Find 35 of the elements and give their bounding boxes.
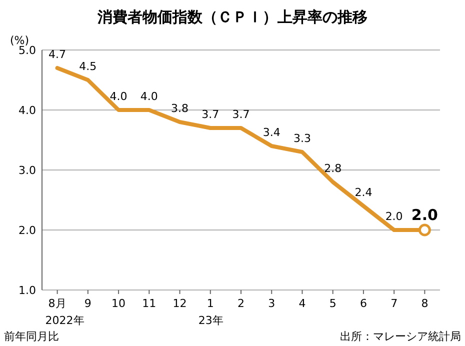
y-axis-title: (%): [10, 34, 30, 47]
data-label: 2.8: [324, 162, 342, 175]
x-tick-label: 10: [112, 297, 126, 310]
x-tick-label: 12: [172, 297, 187, 310]
x-tick-label: 11: [142, 297, 156, 310]
x-tick-label: 7: [390, 297, 398, 310]
x-tick-label: 8: [421, 297, 428, 310]
text: 出所：マレーシア統計局: [340, 330, 461, 343]
y-tick-label: 2.0: [18, 224, 36, 237]
y-tick-label: 3.0: [18, 164, 36, 177]
text: 前年同月比: [4, 330, 59, 343]
data-label: 3.4: [262, 126, 280, 139]
y-tick-label: 4.0: [18, 104, 36, 117]
x-tick-label: 2: [238, 297, 244, 310]
data-label: 3.3: [293, 132, 311, 145]
y-tick-label: 1.0: [18, 284, 36, 297]
y-tick-label: 5.0: [18, 44, 36, 57]
x-tick-label: 4: [298, 297, 306, 310]
x-tick-label: 6: [360, 297, 367, 310]
data-label: 4.0: [140, 90, 158, 103]
data-label: 4.0: [110, 90, 128, 103]
data-label: 4.7: [48, 48, 66, 61]
x-tick-label: 9: [84, 297, 92, 310]
data-label: 3.7: [202, 108, 220, 121]
data-label: 4.5: [79, 60, 97, 73]
x-tick-label: 5: [329, 297, 336, 310]
x-tick-label: 8月 2022年: [45, 297, 84, 327]
chart-title: 消費者物価指数（ＣＰＩ）上昇率の推移: [96, 8, 368, 26]
data-label: 2.4: [354, 186, 372, 199]
data-label: 3.8: [171, 102, 189, 115]
x-tick-label: 1 23年: [198, 297, 224, 327]
data-label: 2.0: [385, 210, 403, 223]
data-label: 2.0: [411, 206, 438, 224]
x-tick-label: 3: [268, 297, 276, 310]
data-label: 3.7: [232, 108, 250, 121]
